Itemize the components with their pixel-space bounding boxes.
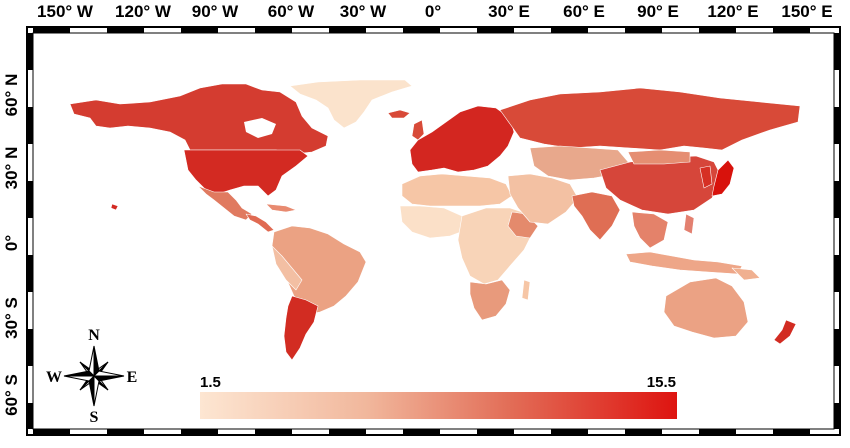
compass-star-icon — [63, 345, 125, 407]
x-tick-label: 120° E — [707, 2, 758, 21]
region-papua — [731, 267, 761, 281]
hudson-bay — [244, 118, 276, 138]
legend-color-bar — [200, 392, 677, 419]
x-tick-label: 90° W — [192, 2, 239, 21]
region-new-zealand — [773, 319, 797, 345]
compass-west-label: W — [46, 369, 62, 386]
y-tick-label: 60° N — [2, 74, 21, 117]
region-middle-east — [507, 173, 579, 225]
x-tick-label: 30° E — [488, 2, 530, 21]
y-tick-label: 30° N — [2, 147, 21, 190]
compass-rose: N S E W — [46, 327, 137, 426]
color-legend: 1.5 15.5 — [200, 374, 677, 419]
region-iceland — [387, 109, 411, 119]
region-korea — [699, 165, 713, 189]
region-europe — [409, 105, 515, 173]
region-chile-argentina — [283, 295, 319, 361]
frame-ticks-right — [834, 33, 840, 429]
region-andes-north — [271, 245, 303, 291]
frame-ticks-left — [27, 33, 33, 429]
y-tick-label: 30° S — [2, 297, 21, 339]
y-tick-label: 60° S — [2, 374, 21, 416]
x-tick-label: 60° W — [268, 2, 315, 21]
region-hawaii — [110, 203, 119, 211]
compass-south-label: S — [90, 409, 99, 426]
region-australia — [663, 277, 749, 339]
region-japan — [711, 159, 735, 197]
region-madagascar — [521, 279, 531, 301]
y-tick-labels: 60° N 30° N 0° 30° S 60° S — [2, 74, 21, 416]
region-greenland — [289, 79, 413, 129]
frame-ticks-top — [33, 27, 810, 33]
x-tick-label: 150° E — [781, 2, 832, 21]
x-tick-label: 30° W — [340, 2, 387, 21]
compass-east-label: E — [127, 369, 138, 386]
x-tick-label: 60° E — [563, 2, 605, 21]
frame-ticks-bottom — [33, 429, 810, 435]
land-masses — [69, 79, 801, 361]
x-tick-label: 0° — [425, 2, 441, 21]
region-southern-africa — [469, 279, 511, 321]
legend-min-label: 1.5 — [200, 374, 221, 391]
region-south-asia — [571, 191, 621, 241]
region-mongolia — [627, 149, 691, 165]
x-tick-label: 120° W — [115, 2, 172, 21]
region-uk — [411, 119, 425, 141]
region-west-africa — [399, 205, 467, 239]
region-north-africa — [401, 173, 513, 207]
region-central-america — [245, 213, 275, 233]
region-southeast-asia — [631, 211, 669, 249]
y-tick-label: 0° — [2, 235, 21, 251]
region-philippines — [683, 213, 695, 235]
x-tick-labels: 150° W 120° W 90° W 60° W 30° W 0° 30° E… — [37, 2, 833, 21]
region-caribbean — [265, 203, 297, 213]
map-frame — [26, 26, 841, 436]
x-tick-label: 90° E — [637, 2, 679, 21]
x-tick-label: 150° W — [37, 2, 94, 21]
region-canada-alaska — [69, 83, 329, 155]
legend-max-label: 15.5 — [647, 374, 676, 391]
compass-north-label: N — [88, 327, 100, 344]
